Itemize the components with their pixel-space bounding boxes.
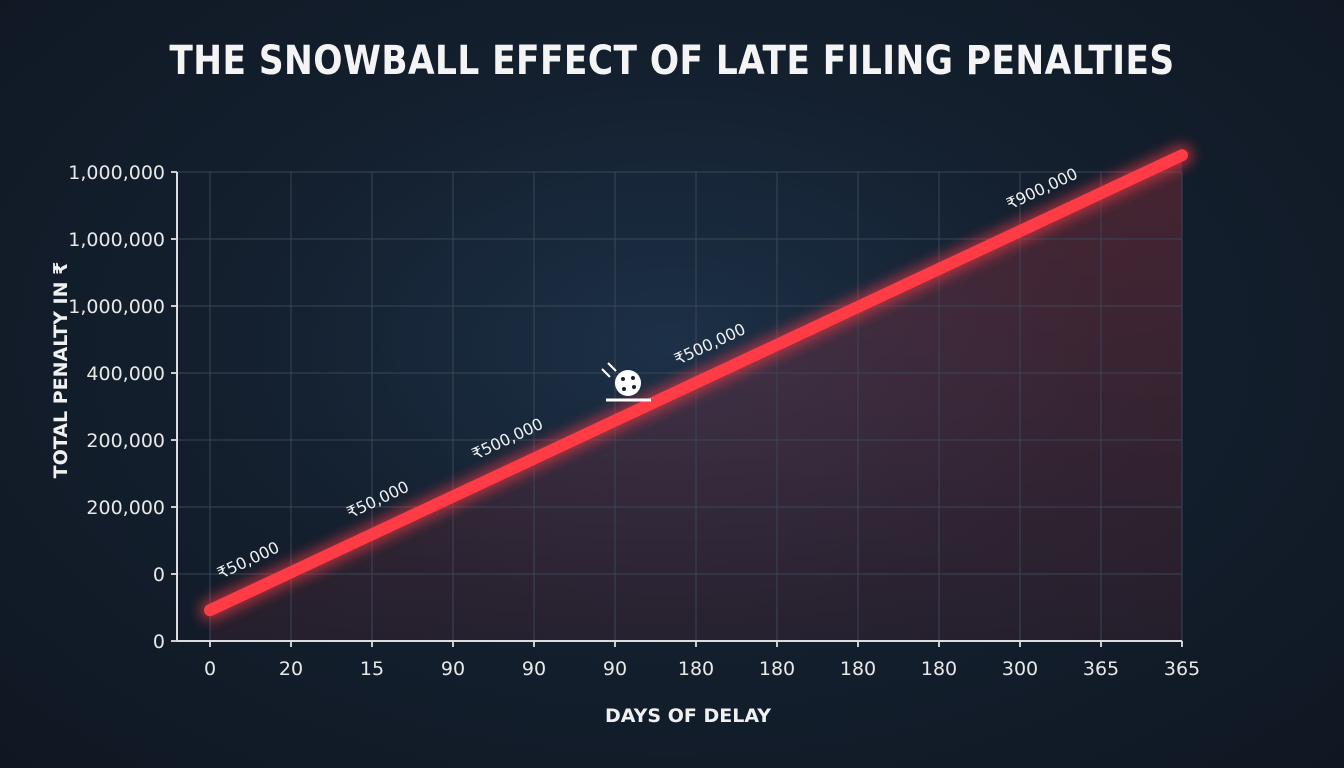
y-tick-label: 400,000 [86,363,165,385]
x-tick-label: 180 [678,658,714,680]
chart-title: THE SNOWBALL EFFECT OF LATE FILING PENAL… [169,38,1175,84]
x-tick-label: 90 [441,658,465,680]
x-tick-label: 0 [204,658,216,680]
y-axis-title: TOTAL PENALTY IN ₹ [50,262,72,479]
y-tick-label: 1,000,000 [68,229,165,251]
snowball-icon [601,362,651,402]
x-tick-label: 90 [522,658,546,680]
x-tick-label: 180 [840,658,876,680]
x-tick-label: 180 [921,658,957,680]
y-tick-label: 0 [153,564,165,586]
x-tick-label: 365 [1083,658,1119,680]
x-axis-title: DAYS OF DELAY [605,705,771,727]
x-tick-label: 300 [1002,658,1038,680]
series-line [204,149,1188,617]
x-tick-label: 180 [759,658,795,680]
y-tick-label: 200,000 [86,430,165,452]
y-tick-label: 1,000,000 [68,296,165,318]
y-tick-label: 0 [153,631,165,653]
y-tick-label: 1,000,000 [68,162,165,184]
x-tick-label: 15 [360,658,384,680]
x-tick-label: 90 [603,658,627,680]
x-tick-label: 365 [1164,658,1200,680]
y-tick-label: 200,000 [86,497,165,519]
x-tick-label: 20 [279,658,303,680]
